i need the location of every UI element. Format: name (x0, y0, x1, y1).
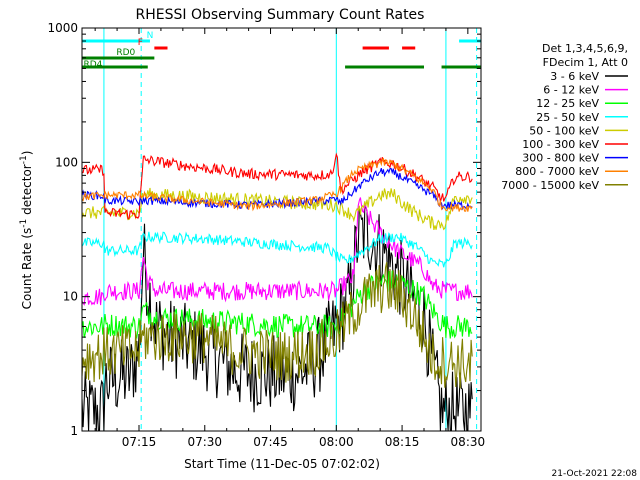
vertical-markers (103, 28, 478, 431)
legend-header-2: FDecim 1, Att 0 (543, 56, 628, 69)
x-tick-label: 07:15 (122, 435, 157, 449)
legend-label: 6 - 12 keV (543, 84, 599, 97)
series-line-8 (82, 157, 473, 212)
y-axis-label-close: ) (20, 151, 34, 156)
x-tick-label: 07:30 (187, 435, 222, 449)
plot-frame (81, 27, 482, 432)
legend-label: 300 - 800 keV (522, 152, 599, 165)
series-line-3 (82, 270, 473, 340)
y-axis-label-detector: detector (20, 164, 34, 219)
legend-header-1: Det 1,3,4,5,6,9, (542, 42, 628, 55)
series-line-4 (82, 231, 473, 268)
state-label-rd4: RD4 (84, 60, 103, 70)
y-axis-label-exponent: -1 (19, 219, 29, 228)
legend-label: 800 - 7000 keV (515, 165, 599, 178)
legend-label: 25 - 50 keV (536, 111, 599, 124)
y-tick-label: 1 (70, 424, 78, 438)
y-tick-label: 100 (55, 155, 78, 169)
x-tick-label: 08:30 (451, 435, 486, 449)
y-tick-label: 1000 (47, 21, 78, 35)
axes: 07:15 07:30 07:45 08:00 08:15 08:30 1 10 100 1000 (47, 21, 485, 449)
series-group (82, 152, 473, 431)
y-axis-label-main: Count Rate (s (20, 228, 34, 310)
state-label-n: N (147, 31, 154, 41)
legend-label: 12 - 25 keV (536, 97, 599, 110)
footer-timestamp: 21-Oct-2021 22:08 (552, 469, 638, 479)
x-tick-label: 08:15 (385, 435, 420, 449)
y-axis-label-exponent-2: -1 (19, 155, 29, 164)
x-tick-label: 07:45 (253, 435, 288, 449)
x-tick-label: 08:00 (319, 435, 354, 449)
legend-label: 3 - 6 keV (550, 70, 599, 83)
x-axis-label: Start Time (11-Dec-05 07:02:02) (184, 457, 380, 471)
series-line-6 (82, 152, 473, 220)
series-line-5 (82, 187, 473, 231)
legend: Det 1,3,4,5,6,9,FDecim 1, Att 03 - 6 keV… (501, 42, 628, 192)
series-line-7 (82, 167, 473, 211)
state-label-f: F (138, 38, 143, 48)
state-label-rd0: RD0 (116, 48, 135, 58)
legend-label: 100 - 300 keV (522, 138, 599, 151)
y-axis-label: Count Rate (s-1 detector-1) (19, 151, 34, 310)
legend-label: 7000 - 15000 keV (501, 179, 599, 192)
chart-title: RHESSI Observing Summary Count Rates (136, 7, 425, 23)
legend-label: 50 - 100 keV (529, 124, 599, 137)
series-line-2 (82, 197, 473, 306)
y-tick-label: 10 (63, 290, 78, 304)
series-line-9 (82, 262, 473, 389)
